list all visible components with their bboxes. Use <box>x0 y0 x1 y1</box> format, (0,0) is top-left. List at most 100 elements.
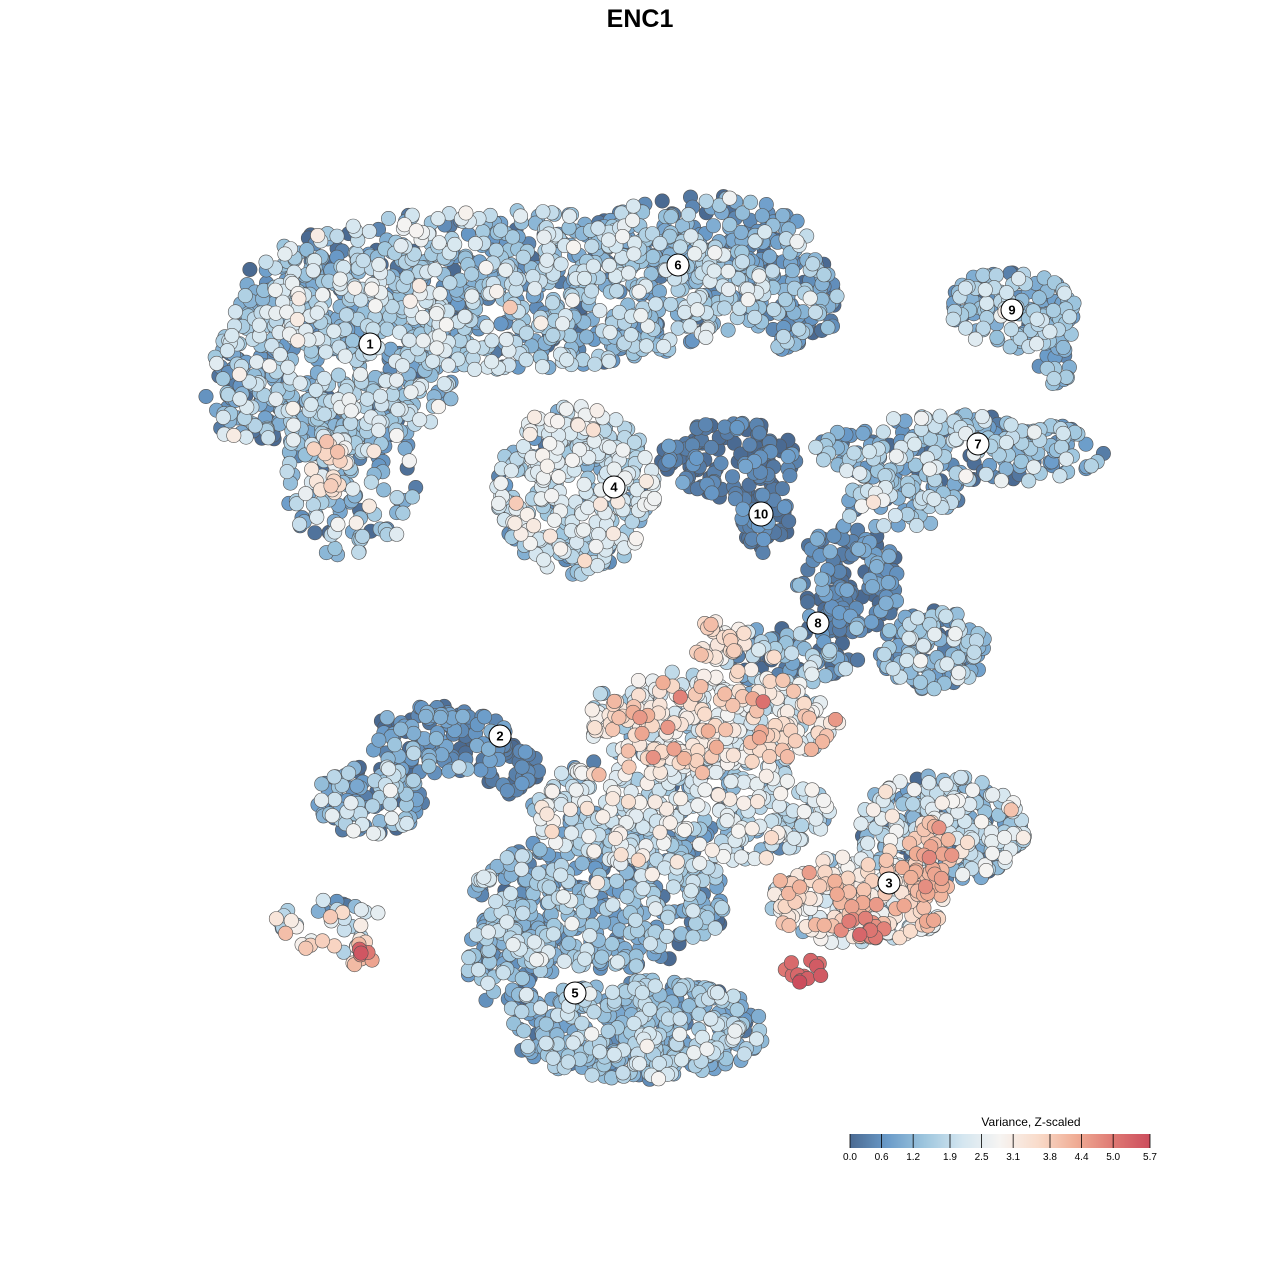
scatter-point <box>974 409 990 425</box>
scatter-point <box>418 708 434 724</box>
scatter-point <box>464 288 480 304</box>
scatter-point <box>938 777 954 793</box>
scatter-point <box>626 246 642 262</box>
scatter-point <box>447 236 463 252</box>
scatter-point <box>609 873 625 889</box>
scatter-point <box>660 909 676 925</box>
scatter-point <box>457 308 473 324</box>
scatter-point <box>380 211 396 227</box>
scatter-point <box>316 370 332 386</box>
scatter-point <box>698 417 714 433</box>
scatter-point <box>545 327 561 343</box>
scatter-point <box>706 263 722 279</box>
scatter-point <box>747 309 763 325</box>
scatter-point <box>209 355 225 371</box>
scatter-point <box>722 217 738 233</box>
scatter-point <box>479 318 495 334</box>
scatter-point <box>592 1044 608 1060</box>
scatter-point <box>355 253 371 269</box>
scatter-point <box>493 316 509 332</box>
scatter-point <box>425 353 441 369</box>
scatter-point <box>215 409 231 425</box>
scatter-point <box>594 949 610 965</box>
scatter-point <box>762 249 778 265</box>
scatter-point <box>532 842 548 858</box>
scatter-point <box>443 391 459 407</box>
scatter-point <box>561 935 577 951</box>
scatter-point <box>672 1011 688 1027</box>
scatter-point <box>589 558 605 574</box>
scatter-point <box>559 352 575 368</box>
scatter-point <box>909 610 925 626</box>
scatter-point <box>938 608 954 624</box>
scatter-point <box>816 267 832 283</box>
scatter-point <box>1029 336 1045 352</box>
scatter-point <box>585 258 601 274</box>
scatter-point <box>680 207 696 223</box>
scatter-point <box>648 296 664 312</box>
scatter-point <box>705 218 721 234</box>
scatter-point <box>600 1023 616 1039</box>
scatter-point <box>1029 311 1045 327</box>
scatter-point <box>279 464 295 480</box>
scatter-point <box>555 316 571 332</box>
scatter-point <box>966 644 982 660</box>
scatter-point <box>316 406 332 422</box>
scatter-point <box>382 796 398 812</box>
scatter-point <box>755 487 771 503</box>
scatter-point <box>804 666 820 682</box>
scatter-point <box>829 288 845 304</box>
scatter-point <box>756 531 772 547</box>
scatter-point <box>514 861 530 877</box>
scatter-point <box>899 652 915 668</box>
scatter-point <box>338 307 354 323</box>
scatter-point <box>561 208 577 224</box>
scatter-point <box>855 425 871 441</box>
scatter-point <box>901 630 917 646</box>
scatter-point <box>621 265 637 281</box>
scatter-point <box>404 489 420 505</box>
scatter-point <box>565 1035 581 1051</box>
scatter-point <box>665 879 681 895</box>
scatter-point <box>729 420 745 436</box>
scatter-point <box>365 798 381 814</box>
scatter-point <box>577 951 593 967</box>
scatter-point <box>514 970 530 986</box>
scatter-point <box>912 674 928 690</box>
scatter-point <box>977 282 993 298</box>
scatter-point <box>642 1001 658 1017</box>
scatter-point <box>709 985 725 1001</box>
scatter-point <box>685 929 701 945</box>
scatter-point <box>495 965 511 981</box>
scatter-point <box>784 263 800 279</box>
scatter-point <box>757 224 773 240</box>
scatter-point <box>277 246 293 262</box>
scatter-point <box>258 254 274 270</box>
scatter-point <box>393 238 409 254</box>
scatter-point <box>1031 290 1047 306</box>
scatter-point <box>807 304 823 320</box>
scatter-point <box>1042 324 1058 340</box>
scatter-point <box>327 540 343 556</box>
scatter-point <box>627 912 643 928</box>
scatter-point <box>553 256 569 272</box>
scatter-point <box>927 626 943 642</box>
scatter-point <box>625 198 641 214</box>
scatter-point <box>774 481 790 497</box>
scatter-point <box>988 267 1004 283</box>
scatter-point <box>198 388 214 404</box>
scatter-point <box>786 830 802 846</box>
scatter-point <box>1078 436 1094 452</box>
scatter-point <box>499 914 515 930</box>
scatter-point <box>361 224 377 240</box>
scatter-point <box>545 1050 561 1066</box>
scatter-point <box>371 422 387 438</box>
scatter-point <box>224 327 240 343</box>
scatter-point <box>713 455 729 471</box>
scatter-point <box>379 710 395 726</box>
scatter-point <box>436 376 452 392</box>
scatter-point <box>390 402 406 418</box>
scatter-point <box>814 571 830 587</box>
scatter-point <box>467 361 483 377</box>
scatter-point <box>308 382 324 398</box>
